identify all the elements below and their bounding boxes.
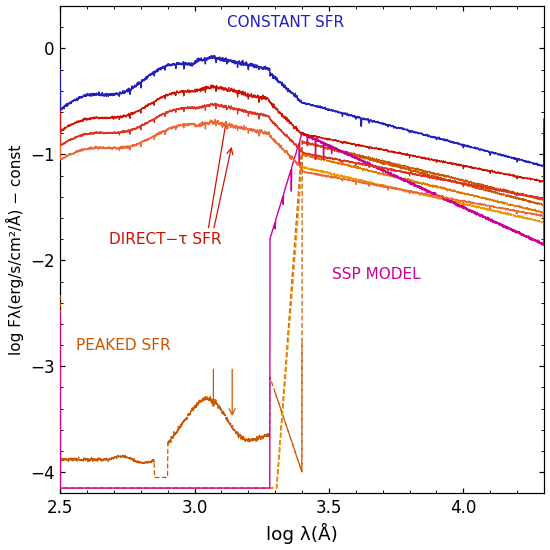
X-axis label: log λ(Å): log λ(Å) [266, 523, 338, 544]
Y-axis label: log Fλ(erg/s/cm²/Å) − const: log Fλ(erg/s/cm²/Å) − const [6, 145, 24, 355]
Text: PEAKED SFR: PEAKED SFR [76, 338, 171, 353]
Text: SSP MODEL: SSP MODEL [332, 267, 420, 282]
Text: CONSTANT SFR: CONSTANT SFR [227, 15, 344, 30]
Text: DIRECT−τ SFR: DIRECT−τ SFR [108, 233, 221, 248]
